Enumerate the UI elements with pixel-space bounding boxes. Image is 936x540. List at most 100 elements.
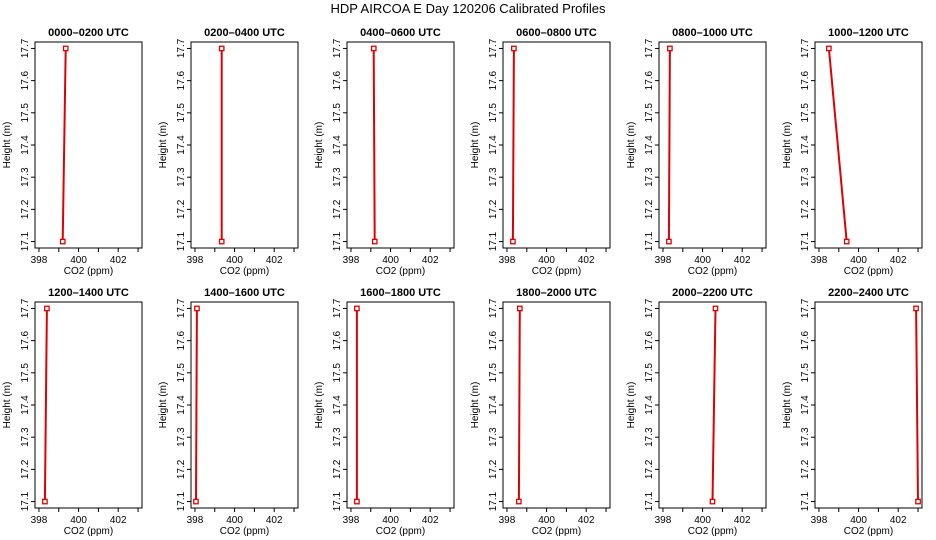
x-axis-label: CO2 (ppm) <box>688 526 737 537</box>
y-tick-label: 17.1 <box>488 491 499 511</box>
x-tick-label: 400 <box>538 255 555 266</box>
x-tick-label: 400 <box>70 255 87 266</box>
y-tick-label: 17.3 <box>20 427 31 447</box>
x-tick-label: 398 <box>655 515 672 526</box>
y-tick-label: 17.6 <box>332 70 343 90</box>
profile-line <box>43 308 48 502</box>
x-tick-label: 400 <box>382 255 399 266</box>
y-tick-label: 17.4 <box>176 135 187 155</box>
y-tick-label: 17.2 <box>176 199 187 219</box>
profile-point <box>516 498 522 505</box>
chart-panel-12: 2200–2400 UTC 398 400 402 17.1 17.2 17.3 17.4 17… <box>782 287 923 537</box>
chart-panel-4: 0600–0800 UTC 398 400 402 17.1 17.2 17.3 17.4 17… <box>470 27 611 277</box>
chart-panel-8: 1400–1600 UTC 398 400 402 17.1 17.2 17.3 17.4 17… <box>158 287 299 537</box>
x-axis-label: CO2 (ppm) <box>376 266 425 277</box>
y-axis-label: Height (m) <box>2 382 13 429</box>
x-tick-label: 402 <box>266 255 283 266</box>
x-tick-label: 402 <box>422 515 439 526</box>
profile-point <box>194 305 200 312</box>
profile-point <box>193 498 199 505</box>
profile-line <box>511 48 515 242</box>
y-tick-label: 17.4 <box>644 395 655 415</box>
y-tick-label: 17.5 <box>176 363 187 383</box>
x-axis-label: CO2 (ppm) <box>688 266 737 277</box>
x-axis-label: CO2 (ppm) <box>844 526 893 537</box>
y-tick-label: 17.4 <box>20 135 31 155</box>
plot-frame <box>34 41 143 249</box>
y-tick-label: 17.2 <box>644 459 655 479</box>
x-tick-label: 402 <box>266 515 283 526</box>
profile-line <box>711 308 717 502</box>
x-tick-label: 400 <box>382 515 399 526</box>
y-tick-label: 17.4 <box>800 395 811 415</box>
x-tick-label: 400 <box>850 255 867 266</box>
x-tick-label: 402 <box>110 515 127 526</box>
profile-point <box>667 45 673 52</box>
y-tick-label: 17.6 <box>20 70 31 90</box>
profile-point <box>218 238 225 245</box>
y-axis-label: Height (m) <box>626 382 637 429</box>
y-tick-label: 17.1 <box>20 491 31 511</box>
profile-line <box>827 48 848 242</box>
y-tick-label: 17.1 <box>176 491 187 511</box>
profile-point <box>354 305 360 312</box>
chart-panel-6: 1000–1200 UTC 398 400 402 17.1 17.2 17.3 17.4 17… <box>782 27 923 277</box>
x-tick-label: 398 <box>31 515 48 526</box>
x-tick-label: 402 <box>890 255 907 266</box>
profile-point <box>371 238 378 245</box>
y-tick-label: 17.2 <box>20 199 31 219</box>
x-tick-label: 400 <box>226 255 243 266</box>
x-tick-label: 402 <box>734 255 751 266</box>
y-tick-label: 17.3 <box>488 427 499 447</box>
y-tick-label: 17.7 <box>176 38 187 58</box>
y-tick-label: 17.1 <box>176 231 187 251</box>
profile-point <box>709 498 716 505</box>
x-tick-label: 398 <box>811 255 828 266</box>
profile-point <box>712 305 719 312</box>
x-tick-label: 398 <box>343 255 360 266</box>
x-axis-label: CO2 (ppm) <box>844 266 893 277</box>
y-tick-label: 17.7 <box>644 298 655 318</box>
y-tick-label: 17.7 <box>176 298 187 318</box>
x-tick-label: 400 <box>70 515 87 526</box>
x-tick-label: 398 <box>187 515 204 526</box>
y-tick-label: 17.5 <box>644 363 655 383</box>
x-tick-label: 400 <box>694 515 711 526</box>
plot-frame <box>346 301 455 509</box>
y-axis-label: Height (m) <box>158 382 169 429</box>
y-tick-label: 17.5 <box>176 103 187 123</box>
profile-point <box>516 305 523 312</box>
profile-line <box>915 308 919 502</box>
panel-title: 2200–2400 UTC <box>828 287 909 299</box>
panel-title: 1600–1800 UTC <box>360 287 441 299</box>
y-tick-label: 17.1 <box>332 491 343 511</box>
y-tick-label: 17.3 <box>488 167 499 187</box>
y-tick-label: 17.3 <box>644 167 655 187</box>
profile-point <box>59 238 66 245</box>
x-tick-label: 402 <box>734 515 751 526</box>
y-tick-label: 17.6 <box>332 330 343 350</box>
y-tick-label: 17.1 <box>644 491 655 511</box>
chart-panel-9: 1600–1800 UTC 398 400 402 17.1 17.2 17.3 17.4 17… <box>314 287 455 537</box>
x-tick-label: 398 <box>31 255 48 266</box>
y-axis-label: Height (m) <box>782 122 793 169</box>
y-tick-label: 17.7 <box>488 38 499 58</box>
y-tick-label: 17.4 <box>644 135 655 155</box>
y-tick-label: 17.4 <box>488 395 499 415</box>
profile-point <box>218 45 225 52</box>
panel-title: 1000–1200 UTC <box>828 27 909 39</box>
x-tick-label: 400 <box>850 515 867 526</box>
profile-point <box>510 238 516 245</box>
y-tick-label: 17.1 <box>800 231 811 251</box>
x-tick-label: 400 <box>226 515 243 526</box>
y-tick-label: 17.4 <box>332 135 343 155</box>
y-axis-label: Height (m) <box>782 382 793 429</box>
y-tick-label: 17.3 <box>332 167 343 187</box>
profile-line <box>372 48 376 242</box>
panel-title: 1800–2000 UTC <box>516 287 597 299</box>
profile-point <box>354 498 360 505</box>
y-tick-label: 17.7 <box>20 38 31 58</box>
y-tick-label: 17.4 <box>20 395 31 415</box>
plot-frame <box>814 301 923 509</box>
